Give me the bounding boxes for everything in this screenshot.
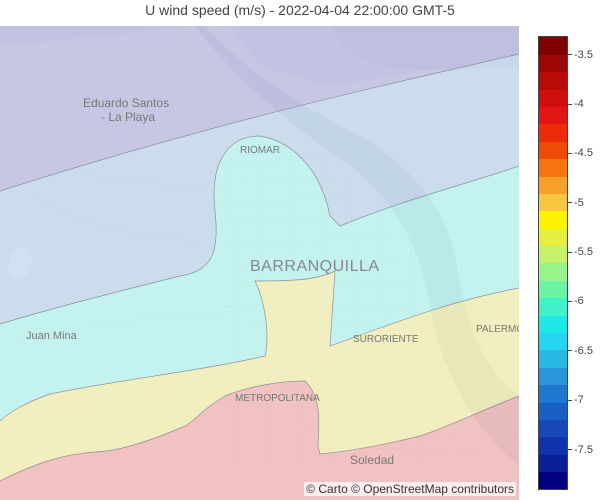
colorbar-segment (539, 106, 567, 125)
colorbar-tick-label: -4 (568, 98, 584, 110)
colorbar-segment (539, 436, 567, 455)
colorbar-segment (539, 419, 567, 438)
band-minus-6-5-to-minus-6 (0, 136, 519, 421)
colorbar-segment (539, 332, 567, 351)
colorbar-segment (539, 141, 567, 160)
colorbar-tick-label: -5 (568, 197, 584, 209)
colorbar-segment (539, 37, 567, 55)
colorbar-segment (539, 228, 567, 247)
colorbar-segment (539, 158, 567, 177)
contour-lines (0, 53, 519, 482)
colorbar-ticks: -3.5 -4 -4.5 -5 -5.5 -6 -6.5 -7 -7.5 (568, 36, 600, 490)
colorbar-segment (539, 297, 567, 316)
colorbar-segment (539, 54, 567, 73)
band-gt-minus-5-5 (0, 26, 519, 191)
colorbar-segment (539, 367, 567, 386)
band-minus-6-to-minus-5-5 (0, 54, 519, 324)
colorbar-segment (539, 454, 567, 473)
colorbar (538, 36, 568, 490)
colorbar-tick-label: -6 (568, 295, 584, 307)
colorbar-tick-label: -7 (568, 394, 584, 406)
colorbar-tick-label: -6.5 (568, 345, 593, 357)
colorbar-segment (539, 471, 567, 490)
colorbar-tick-label: -4.5 (568, 147, 593, 159)
colorbar-tick-label: -3.5 (568, 49, 593, 61)
colorbar-segment (539, 280, 567, 299)
band-minus-7-to-minus-6-5 (0, 271, 519, 481)
colorbar-segment (539, 176, 567, 194)
colorbar-segment (539, 315, 567, 334)
colorbar-segment (539, 193, 567, 212)
band-lt-minus-7 (0, 381, 519, 500)
colorbar-segment (539, 71, 567, 90)
colorbar-segment (539, 210, 567, 229)
colorbar-segment (539, 402, 567, 420)
colorbar-segment (539, 349, 567, 368)
chart-title: U wind speed (m/s) - 2022-04-04 22:00:00… (145, 2, 455, 18)
colorbar-segment (539, 384, 567, 403)
colorbar-tick-label: -5.5 (568, 246, 593, 258)
colorbar-tick-label: -7.5 (568, 444, 593, 456)
map-attribution[interactable]: © Carto © OpenStreetMap contributors (304, 482, 516, 496)
colorbar-segment (539, 263, 567, 281)
map-area[interactable]: Eduardo Santos - La Playa RIOMAR BARRANQ… (0, 26, 519, 500)
colorbar-segment (539, 123, 567, 142)
map-basemap (0, 26, 519, 500)
contour-overlay (0, 26, 519, 500)
colorbar-segment (539, 89, 567, 108)
colorbar-segment (539, 245, 567, 264)
